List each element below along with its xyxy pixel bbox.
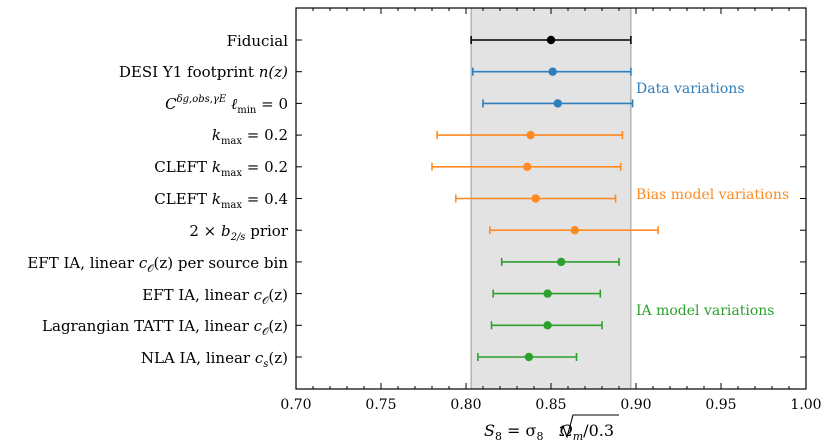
error-bar-row-4	[431, 162, 622, 171]
row-label-cleft-kmax-0.2: CLEFT kmax = 0.2	[154, 158, 288, 179]
data-point	[523, 162, 532, 171]
error-bar-row-9	[490, 321, 603, 330]
error-bar-row-8	[492, 289, 602, 298]
x-axis-label: S8 = σ8 Ωm/0.3	[484, 414, 619, 443]
data-point	[524, 352, 534, 362]
data-point	[543, 289, 552, 298]
x-tick-label: 1.00	[790, 397, 821, 413]
row-labels: Fiducial DESI Y1 footprint n(z) Cδg,obs,…	[27, 32, 288, 370]
row-label-nla-ia: NLA IA, linear cs(z)	[141, 349, 288, 370]
x-tick-label: 0.90	[620, 397, 651, 413]
row-label-cleft-kmax-0.4: CLEFT kmax = 0.4	[154, 190, 288, 211]
error-bar-row-7	[500, 257, 620, 267]
x-tick-label: 0.80	[450, 397, 481, 413]
data-point	[543, 321, 552, 330]
row-label-lmin: Cδg,obs,γE ℓmin = 0	[165, 94, 288, 116]
error-bar-row-10	[477, 352, 578, 362]
error-bar-row-1	[471, 67, 632, 76]
row-label-fiducial: Fiducial	[227, 32, 289, 50]
annotation-bias-variations: Bias model variations	[636, 187, 789, 203]
row-label-eft-ia: EFT IA, linear c𝒪(z)	[142, 286, 288, 307]
annotation-ia-variations: IA model variations	[636, 303, 774, 319]
sqrt-symbol	[559, 414, 619, 439]
error-bar-row-0	[470, 35, 632, 45]
data-point	[553, 99, 562, 108]
data-point	[570, 226, 579, 235]
data-point	[548, 67, 557, 76]
error-bar-row-5	[454, 194, 617, 203]
error-bar-row-3	[436, 130, 624, 140]
row-label-kmax-0.2: kmax = 0.2	[212, 126, 288, 147]
row-label-eft-ia-per-bin: EFT IA, linear c𝒪(z) per source bin	[27, 254, 288, 275]
error-bar-row-6	[488, 226, 659, 235]
x-tick-label: 0.85	[535, 397, 566, 413]
row-label-b2s-prior: 2 × b2/s prior	[189, 222, 289, 243]
x-tick-label: 0.75	[365, 397, 396, 413]
error-bar-marks	[431, 35, 659, 362]
x-axis-ticks: 0.70 0.75 0.80 0.85 0.90 0.95 1.00	[280, 8, 822, 413]
x-tick-label: 0.95	[705, 397, 736, 413]
x-tick-label: 0.70	[280, 397, 311, 413]
group-annotations: Data variations Bias model variations IA…	[636, 81, 789, 319]
data-point	[531, 194, 540, 203]
row-label-desi-footprint: DESI Y1 footprint n(z)	[119, 63, 288, 81]
annotation-data-variations: Data variations	[636, 81, 745, 97]
data-point	[526, 130, 535, 140]
y-axis-ticks	[296, 39, 806, 358]
error-bar-row-2	[482, 99, 634, 108]
data-point	[557, 257, 566, 267]
row-label-tatt-ia: Lagrangian TATT IA, linear c𝒪(z)	[42, 317, 288, 338]
data-point	[546, 35, 556, 45]
